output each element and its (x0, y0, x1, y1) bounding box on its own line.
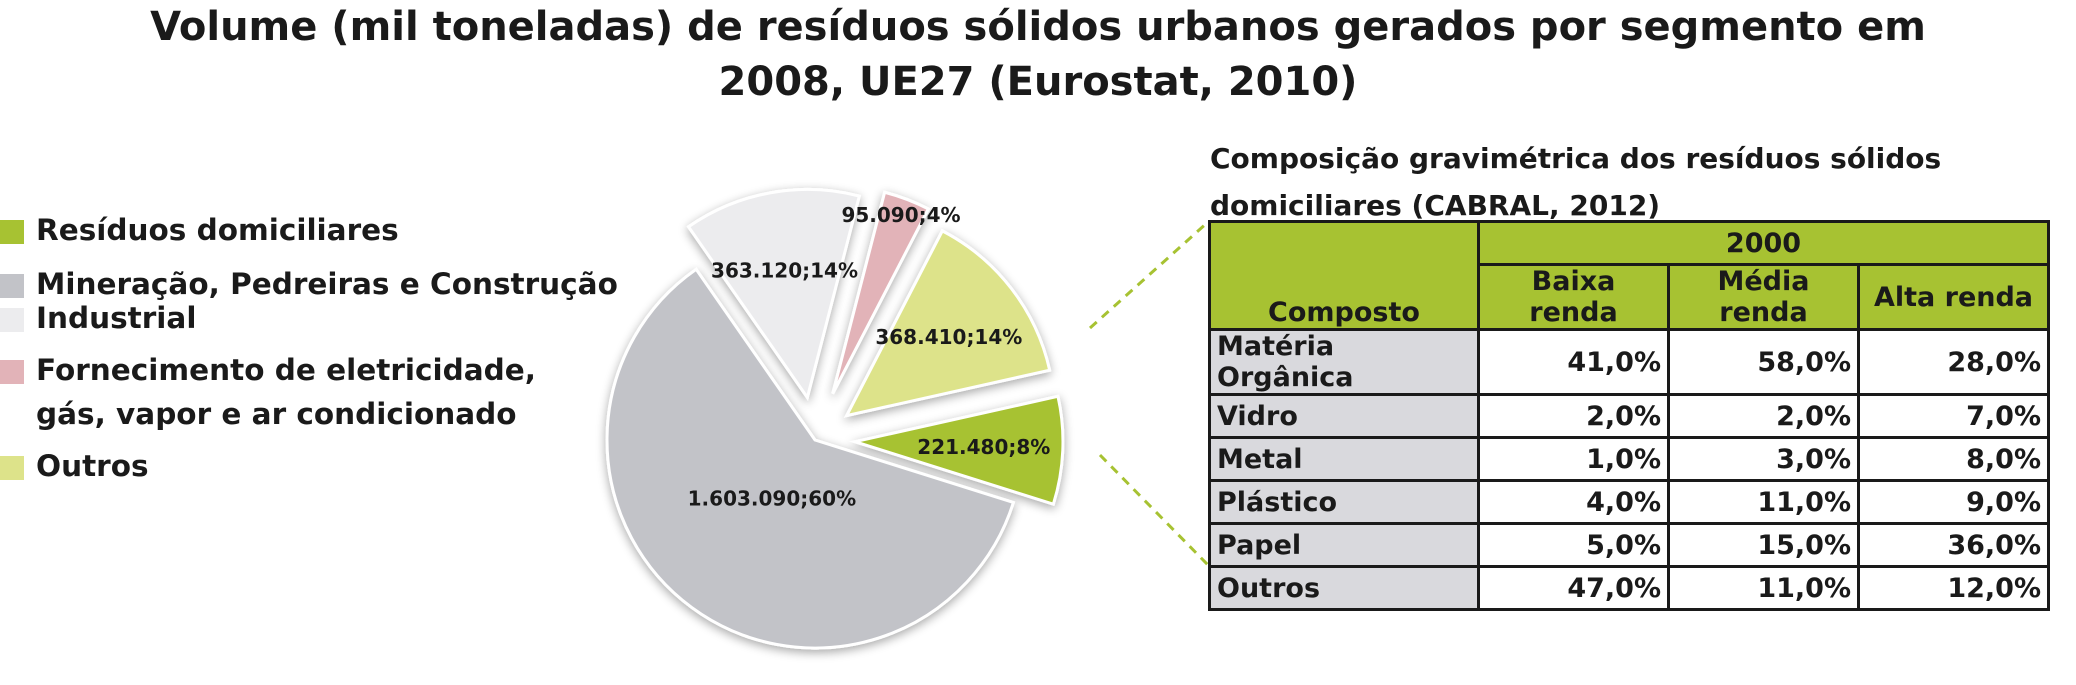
cell-value: 47,0% (1477, 565, 1670, 611)
legend-swatch (0, 274, 24, 298)
cell-value: 11,0% (1667, 479, 1860, 525)
legend-item: Fornecimento de eletricidade, gás, vapor… (0, 348, 618, 436)
chart-title-line-1: Volume (mil toneladas) de resíduos sólid… (150, 4, 1926, 50)
cell-value: 9,0% (1857, 479, 2050, 525)
slice-data-label: 1.603.090;60% (688, 487, 856, 511)
cell-value: 58,0% (1667, 328, 1860, 396)
cell-value: 41,0% (1477, 328, 1670, 396)
legend-swatch (0, 308, 24, 332)
cell-value: 5,0% (1477, 522, 1670, 568)
cell-value: 12,0% (1857, 565, 2050, 611)
row-name: Vidro (1208, 393, 1480, 439)
cell-value: 2,0% (1477, 393, 1670, 439)
row-name: Outros (1208, 565, 1480, 611)
slice-data-label: 368.410;14% (875, 325, 1022, 349)
legend-label: Industrial (36, 301, 197, 335)
table-row: Metal 1,0% 3,0% 8,0% (1208, 436, 2050, 482)
leader-line (1098, 453, 1210, 567)
table-row: Papel 5,0% 15,0% 36,0% (1208, 522, 2050, 568)
leader-lines (1088, 220, 1210, 567)
cell-value: 8,0% (1857, 436, 2050, 482)
header-column: Alta renda (1857, 263, 2050, 331)
cell-value: 2,0% (1667, 393, 1860, 439)
cell-value: 28,0% (1857, 328, 2050, 396)
legend-swatch (0, 220, 24, 244)
header-column: Média renda (1667, 263, 1860, 331)
legend-label: Fornecimento de eletricidade, gás, vapor… (36, 353, 537, 431)
leader-line (1088, 220, 1210, 330)
row-name: Matéria Orgânica (1208, 328, 1480, 396)
cell-value: 15,0% (1667, 522, 1860, 568)
legend-label: Outros (36, 449, 149, 483)
slice-labels: 221.480;8% 1.603.090;60% 363.120;14% 95.090… (688, 203, 1051, 511)
legend-item: Outros (0, 444, 618, 488)
composition-table: Composto 2000 Baixa renda Média renda Al… (1208, 220, 2050, 611)
cell-value: 36,0% (1857, 522, 2050, 568)
pie-slice-2 (605, 267, 1016, 650)
cell-value: 3,0% (1667, 436, 1860, 482)
cell-value: 4,0% (1477, 479, 1670, 525)
chart-title-line-2: 2008, UE27 (Eurostat, 2010) (718, 59, 1358, 105)
cell-value: 11,0% (1667, 565, 1860, 611)
table-row: Vidro 2,0% 2,0% 7,0% (1208, 393, 2050, 439)
row-name: Plástico (1208, 479, 1480, 525)
row-name: Papel (1208, 522, 1480, 568)
legend-item: Industrial (0, 296, 618, 340)
cell-value: 7,0% (1857, 393, 2050, 439)
legend-item: Mineração, Pedreiras e Construção (0, 262, 618, 306)
pie-slice-4 (831, 190, 931, 395)
chart-title: Volume (mil toneladas) de resíduos sólid… (0, 0, 2076, 110)
slice-data-label: 95.090;4% (841, 203, 960, 227)
legend-label: Resíduos domiciliares (36, 213, 399, 247)
legend: Resíduos domiciliares Mineração, Pedreir… (0, 208, 618, 488)
legend-label: Mineração, Pedreiras e Construção (36, 267, 618, 301)
slice-data-label: 363.120;14% (711, 259, 858, 283)
legend-item: Resíduos domiciliares (0, 208, 618, 252)
legend-swatch (0, 456, 24, 480)
slice-data-label: 221.480;8% (917, 435, 1050, 459)
table-title: Composição gravimétrica dos resíduos sól… (1210, 142, 1942, 222)
table-row: Matéria Orgânica 41,0% 58,0% 28,0% (1208, 328, 2050, 396)
legend-swatch (0, 360, 24, 384)
cell-value: 1,0% (1477, 436, 1670, 482)
header-composto: Composto (1208, 220, 1480, 331)
table-row: Plástico 4,0% 11,0% 9,0% (1208, 479, 2050, 525)
table-header-row: Baixa renda Média renda Alta renda (1210, 263, 2050, 331)
header-year: 2000 (1477, 220, 2050, 266)
pie-slice-5 (843, 228, 1052, 418)
table-row: Outros 47,0% 11,0% 12,0% (1208, 565, 2050, 611)
pie-slice-1 (849, 394, 1065, 507)
pie-slices (605, 188, 1065, 650)
pie-slice-3 (686, 188, 862, 402)
header-column: Baixa renda (1477, 263, 1670, 331)
row-name: Metal (1208, 436, 1480, 482)
table-header-row: Composto 2000 (1208, 220, 2050, 331)
